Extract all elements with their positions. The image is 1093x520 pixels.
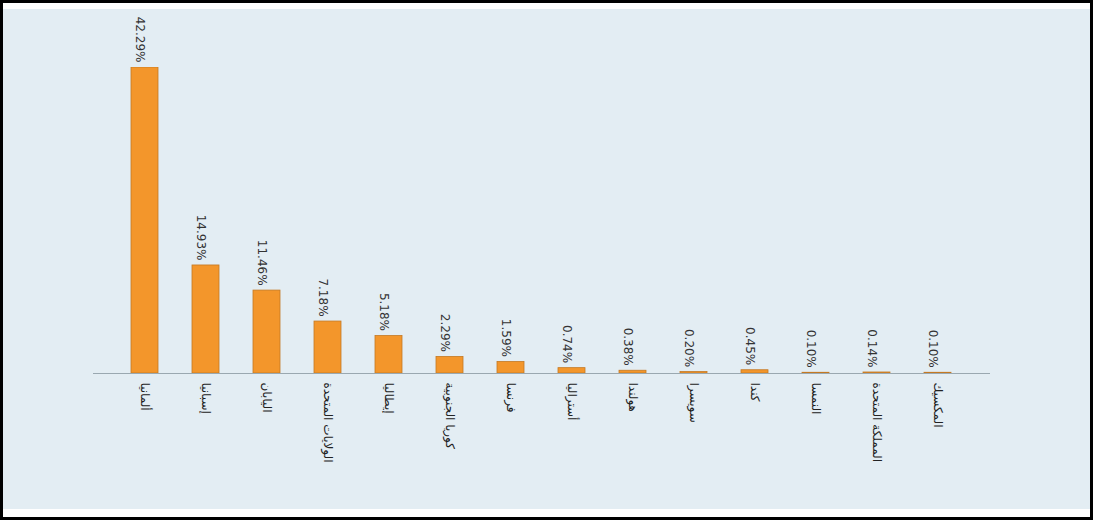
svg-text:الولايات المتحدة: الولايات المتحدة — [320, 383, 335, 463]
svg-text:هولندا: هولندا — [625, 383, 640, 412]
svg-text:42.29%: 42.29% — [133, 17, 147, 63]
svg-text:سويسرا: سويسرا — [686, 383, 701, 423]
svg-text:النمسا: النمسا — [809, 383, 823, 415]
svg-text:11.46%: 11.46% — [255, 240, 269, 286]
svg-text:0.10%: 0.10% — [926, 330, 940, 368]
svg-text:ألمانيا: ألمانيا — [138, 383, 153, 411]
svg-text:اليابان: اليابان — [260, 383, 274, 413]
svg-text:5.18%: 5.18% — [377, 293, 391, 331]
svg-text:0.10%: 0.10% — [804, 330, 818, 368]
svg-text:0.45%: 0.45% — [743, 327, 757, 365]
svg-text:المكسيك: المكسيك — [931, 383, 945, 428]
svg-text:كوريا الجنوبية: كوريا الجنوبية — [442, 383, 457, 450]
svg-text:0.14%: 0.14% — [865, 329, 879, 367]
svg-text:كندا: كندا — [748, 383, 762, 402]
svg-text:أستراليا: أستراليا — [564, 383, 580, 421]
svg-text:0.38%: 0.38% — [621, 328, 635, 366]
svg-text:فرنسا: فرنسا — [503, 383, 518, 413]
svg-text:0.74%: 0.74% — [560, 325, 574, 363]
svg-text:إيطاليا: إيطاليا — [382, 383, 396, 414]
svg-text:إسبانيا: إسبانيا — [199, 383, 213, 414]
svg-text:7.18%: 7.18% — [316, 278, 330, 316]
svg-text:1.59%: 1.59% — [499, 319, 513, 357]
svg-text:المملكة المتحدة: المملكة المتحدة — [870, 383, 884, 463]
svg-text:14.93%: 14.93% — [194, 215, 208, 261]
svg-text:2.29%: 2.29% — [438, 314, 452, 352]
svg-text:0.20%: 0.20% — [682, 329, 696, 367]
